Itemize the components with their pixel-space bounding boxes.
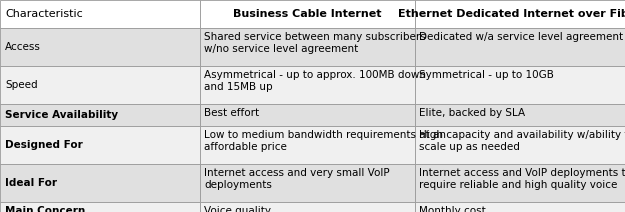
Bar	[0, 202, 200, 212]
Text: Ideal For: Ideal For	[5, 178, 57, 188]
Text: Access: Access	[5, 42, 41, 52]
Bar	[0, 0, 200, 28]
Bar	[0, 104, 200, 126]
Bar	[415, 0, 625, 28]
Text: Low to medium bandwidth requirements at an
affordable price: Low to medium bandwidth requirements at …	[204, 130, 446, 152]
Text: Asymmetrical - up to approx. 100MB down
and 15MB up: Asymmetrical - up to approx. 100MB down …	[204, 70, 426, 92]
Bar	[200, 0, 415, 28]
Bar	[200, 202, 415, 212]
Text: Symmetrical - up to 10GB: Symmetrical - up to 10GB	[419, 70, 554, 80]
Text: Characteristic: Characteristic	[5, 9, 82, 19]
Bar	[415, 28, 625, 66]
Text: Best effort: Best effort	[204, 108, 259, 118]
Bar	[415, 164, 625, 202]
Bar	[200, 164, 415, 202]
Text: Designed For: Designed For	[5, 140, 82, 150]
Text: Elite, backed by SLA: Elite, backed by SLA	[419, 108, 525, 118]
Text: Voice quality: Voice quality	[204, 206, 271, 212]
Text: Main Concern: Main Concern	[5, 206, 85, 212]
Text: Speed: Speed	[5, 80, 38, 90]
Bar	[200, 126, 415, 164]
Bar	[415, 104, 625, 126]
Text: Service Availability: Service Availability	[5, 110, 118, 120]
Text: Dedicated w/a service level agreement (SLA): Dedicated w/a service level agreement (S…	[419, 32, 625, 42]
Bar	[415, 126, 625, 164]
Bar	[415, 66, 625, 104]
Bar	[200, 104, 415, 126]
Bar	[200, 66, 415, 104]
Text: Ethernet Dedicated Internet over Fiber: Ethernet Dedicated Internet over Fiber	[398, 9, 625, 19]
Bar	[415, 202, 625, 212]
Text: High capacity and availability w/ability to
scale up as needed: High capacity and availability w/ability…	[419, 130, 625, 152]
Text: Monthly cost: Monthly cost	[419, 206, 486, 212]
Bar	[0, 164, 200, 202]
Text: Business Cable Internet: Business Cable Internet	[233, 9, 382, 19]
Text: Shared service between many subscribers
w/no service level agreement: Shared service between many subscribers …	[204, 32, 426, 54]
Bar	[0, 28, 200, 66]
Text: Internet access and very small VoIP
deployments: Internet access and very small VoIP depl…	[204, 168, 389, 190]
Bar	[0, 126, 200, 164]
Bar	[0, 66, 200, 104]
Bar	[200, 28, 415, 66]
Text: Internet access and VoIP deployments that
require reliable and high quality voic: Internet access and VoIP deployments tha…	[419, 168, 625, 190]
